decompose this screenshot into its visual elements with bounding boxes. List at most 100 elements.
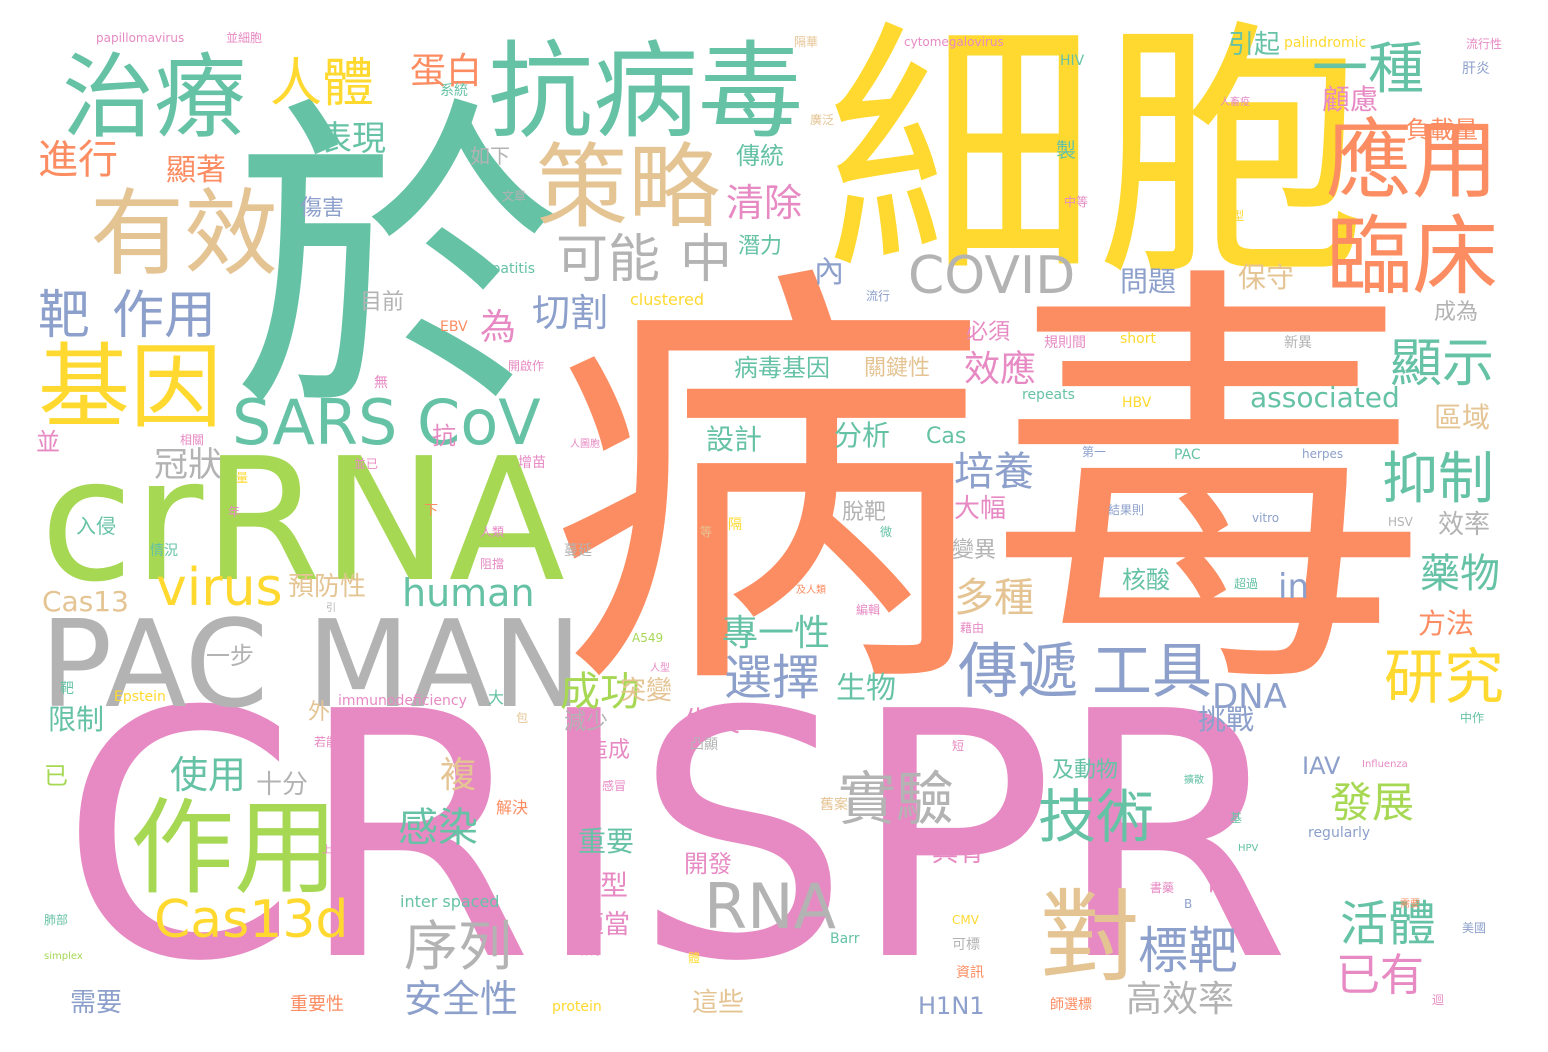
word-196: 擴散 [1184,775,1204,786]
word-56: 高效率 [1126,979,1235,1020]
word-13: 臨床 [1326,207,1498,307]
word-178: 年 [228,505,241,519]
word-86: 新型 [572,869,629,902]
word-87: 時 [1208,867,1237,900]
word-133: 文章 [502,189,527,203]
word-20: 一種 [1312,37,1424,102]
word-112: 入侵 [76,514,116,538]
word-167: 美國 [1462,921,1487,935]
word-85: 具有 [932,838,985,868]
word-186: 隔 [728,517,742,533]
word-83: 重要 [578,825,635,858]
word-166: B [1184,897,1193,911]
word-19: 對 [1040,879,1140,996]
word-159: Barr [830,931,860,947]
word-180: 蔓延 [564,543,592,559]
word-16: 傳遞 [958,637,1078,707]
word-102: 脫靶 [842,500,887,525]
word-96: 潛力 [738,234,783,259]
word-75: 突變 [620,676,673,706]
word-153: Influenza [1362,759,1408,770]
word-25: 中 [680,230,733,290]
word-156: HPV [1238,843,1259,854]
word-81: 一步 [206,642,254,670]
word-144: 超過 [1234,577,1259,591]
word-170: 情況 [150,543,178,559]
word-172: 靶 [60,681,74,697]
word-58: 負載量 [1406,116,1478,144]
word-198: 等 [700,525,713,539]
word-163: 師選標 [1050,997,1092,1013]
word-116: HIV [1060,53,1085,69]
word-107: 造成 [586,738,631,763]
word-44: 培養 [954,449,1034,495]
word-2: 細胞 [826,0,1366,312]
word-161: 可標 [952,937,980,953]
word-164: 重要性 [290,994,344,1015]
word-32: 顯示 [1390,334,1495,394]
word-155: regularly [1308,825,1371,841]
word-128: 規則間 [1044,335,1086,351]
word-17: 工具 [1092,637,1212,707]
word-48: 發展 [1330,778,1415,827]
word-21: 人體 [270,54,375,114]
word-174: 感冒 [602,779,627,793]
word-162: 資訊 [956,965,984,981]
word-59: 顯著 [166,153,226,188]
word-90: 需要 [70,988,123,1018]
word-108: 外 [308,700,331,725]
word-37: 已有 [1336,950,1424,1001]
word-98: 必須 [966,320,1011,345]
word-80: 十分 [256,770,309,800]
word-175: 體 [688,951,701,965]
word-171: 下 [424,503,438,519]
word-110: 並 [36,428,60,456]
word-60: 傳統 [736,142,784,170]
word-173: 解決 [496,798,529,817]
word-76: 挑戰 [1198,703,1255,736]
word-138: PAC [1174,447,1201,463]
word-23: 作用 [112,286,217,346]
word-57: 顧慮 [1322,83,1379,116]
word-99: 關鍵性 [864,356,931,381]
word-91: H1N1 [918,992,985,1020]
word-28: 實驗 [838,765,955,833]
word-95: 傷害 [300,196,345,221]
word-26: virus [156,558,283,618]
word-65: associated [1250,381,1400,414]
word-41: 清除 [726,181,803,225]
word-62: 內 [814,255,844,290]
word-123: hepatitis [474,261,536,277]
word-77: 效率 [1438,510,1491,540]
word-73: 生物 [836,671,896,706]
word-188: 阻擋 [480,557,505,571]
word-177: 量 [236,471,249,485]
word-124: EBV [440,319,468,335]
word-94: 如下 [470,144,510,168]
word-14: SARS CoV [232,386,541,459]
word-121: 系統 [440,83,468,99]
word-40: 蛋白 [410,51,483,92]
word-43: 冠狀 [154,445,222,485]
word-176: 肺部 [44,913,69,927]
word-200: 產 [686,805,699,819]
word-55: in [1278,567,1309,607]
word-115: palindromic [1284,35,1367,51]
word-46: human [402,571,535,615]
word-5: PAC MAN [40,596,582,735]
word-49: 感染 [398,805,478,851]
word-131: B型 [1224,209,1245,223]
word-9: 有效 [90,180,279,289]
word-10: 基因 [38,334,223,441]
word-84: 開發 [684,850,732,878]
word-79: 限制 [48,703,105,736]
word-187: 需要 [1400,899,1420,910]
word-18: RNA [704,870,836,943]
word-191: 迴 [1432,993,1445,1007]
word-24: 可能 [556,230,661,290]
word-132: 中等 [1064,195,1089,209]
word-157: inter spaced [400,892,500,911]
word-63: 病毒基因 [734,354,830,382]
word-89: 這些 [692,988,745,1018]
word-51: 安全性 [404,977,519,1021]
